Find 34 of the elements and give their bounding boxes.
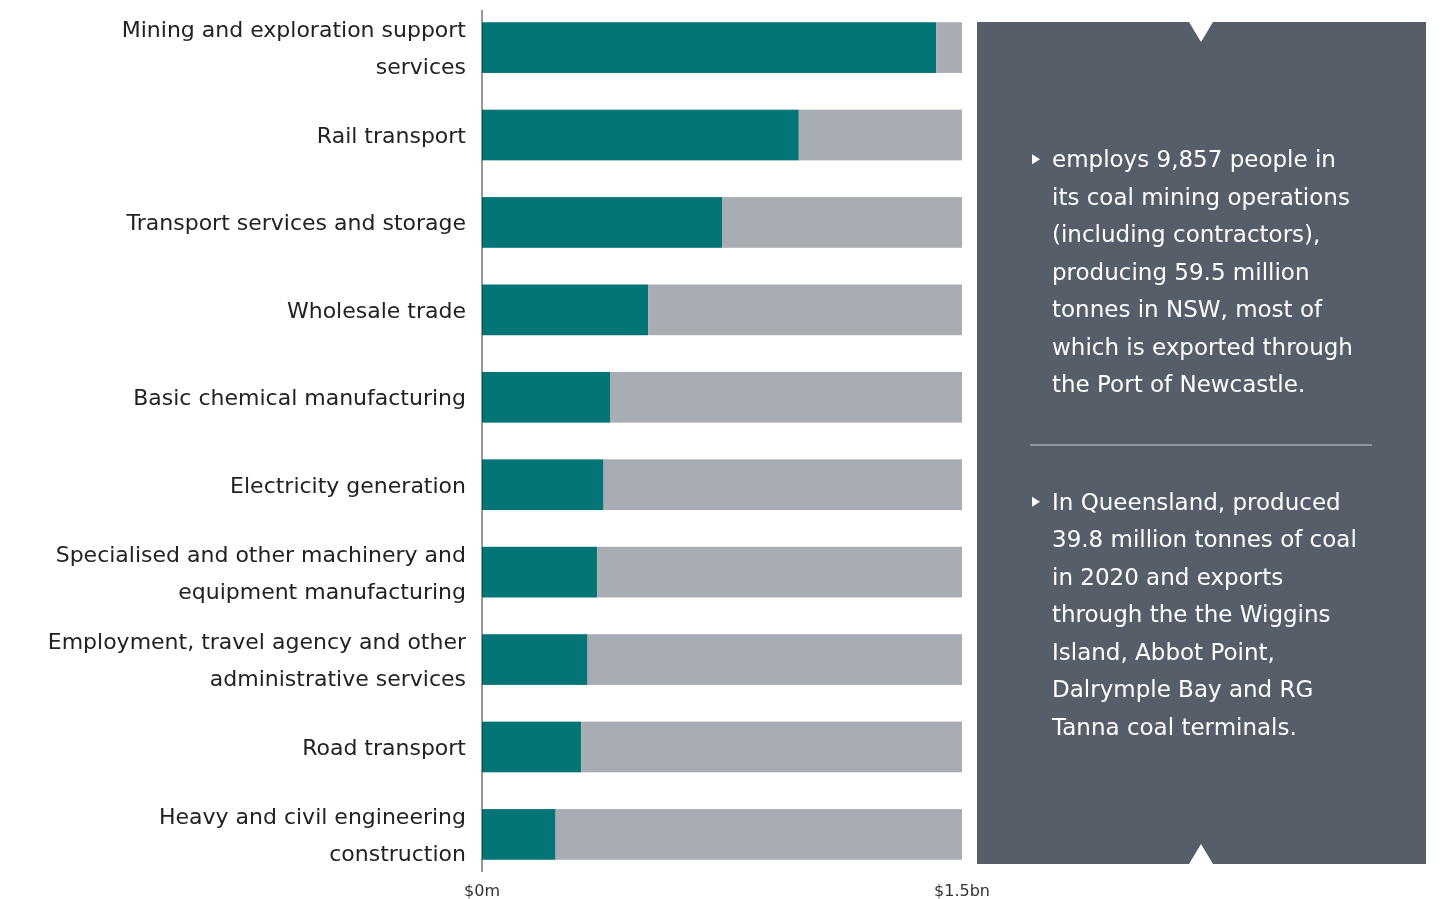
text: In Queensland, produced 39.8 million tonnes of coal in 2020 and exports through the the Wiggins Island, Abbot Point, Dalrymple Bay and RG Tanna coal terminals. (1051, 488, 1357, 740)
y-tick-label: Road transport (302, 734, 467, 760)
y-tick-label: Specialised and other machinery and equipment manufacturing (55, 541, 466, 604)
bar (610, 371, 962, 423)
bar (482, 197, 722, 248)
bar (722, 197, 962, 248)
y-tick-label: Wholesale trade (286, 297, 466, 323)
bar (482, 109, 799, 161)
y-tick-label: Employment, travel agency and other administrative services (47, 628, 467, 691)
bar (798, 109, 962, 161)
y-tick-label: Electricity generation (230, 472, 466, 498)
x-tick-label: $0m (464, 881, 500, 899)
bar (482, 546, 598, 598)
bar (597, 546, 962, 598)
bar (482, 22, 937, 73)
bar (587, 634, 962, 685)
y-tick-label: Rail transport (316, 122, 467, 148)
y-tick-label: Mining and exploration support services (121, 16, 467, 79)
bar (603, 459, 962, 511)
bar (482, 721, 582, 773)
y-tick-label: Transport services and storage (125, 209, 466, 235)
bar (482, 284, 649, 336)
bar (482, 371, 610, 423)
bar (555, 809, 962, 860)
bar (581, 721, 962, 773)
bar (482, 459, 604, 511)
y-tick-label: Heavy and civil engineering construction (158, 803, 466, 866)
text: employs 9,857 people in its coal mining operations (including contractors), producing 59.5 million tonnes in NSW, most of which is exported through the Port of Newcastle. (1052, 146, 1353, 398)
bar (482, 634, 588, 685)
bar (936, 22, 962, 73)
bar (648, 284, 962, 336)
y-tick-label: Basic chemical manufacturing (133, 384, 466, 410)
x-tick-label: $1.5bn (934, 881, 990, 899)
bar (482, 809, 556, 860)
